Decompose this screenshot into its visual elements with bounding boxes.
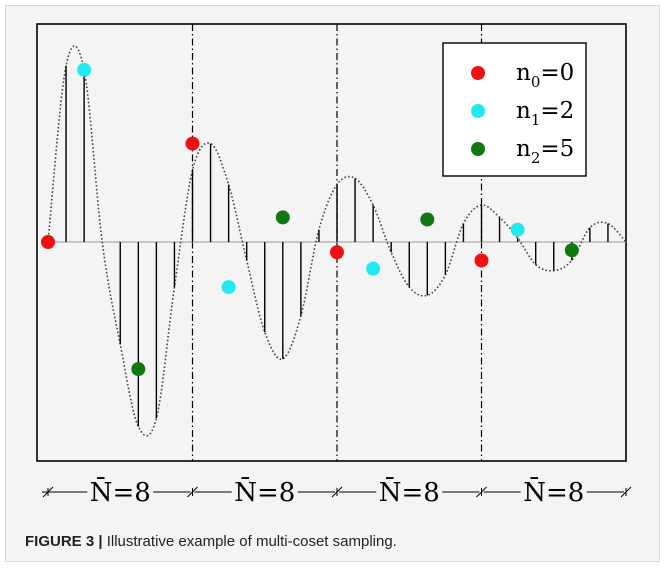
sample-point-n0 (185, 136, 200, 151)
sample-point-n2 (420, 212, 435, 227)
segment-label-2: N̄=8 (379, 476, 440, 508)
legend-label-n2: n2=5 (516, 136, 574, 167)
figure-caption: FIGURE 3 | Illustrative example of multi… (25, 533, 655, 550)
legend-label-n1: n1=2 (516, 98, 574, 129)
sample-point-n2 (131, 362, 146, 377)
segment-label-0: N̄=8 (90, 476, 151, 508)
legend-marker-n2 (471, 142, 485, 156)
caption-label: FIGURE 3 | (25, 533, 103, 550)
segment-label-3: N̄=8 (523, 476, 584, 508)
sample-point-n1 (221, 280, 236, 295)
legend-label-n0: n0=0 (516, 60, 574, 91)
sample-point-n1 (77, 62, 92, 77)
sample-point-n1 (366, 261, 381, 276)
sample-point-n2 (275, 210, 290, 225)
legend-marker-n0 (471, 66, 485, 80)
sample-point-n2 (564, 243, 579, 258)
caption-text: Illustrative example of multi-coset samp… (106, 533, 397, 550)
sample-point-n0 (474, 253, 489, 268)
segment-label-1: N̄=8 (234, 476, 295, 508)
sample-point-n0 (330, 245, 344, 260)
legend-marker-n1 (471, 104, 485, 118)
sample-point-n1 (510, 222, 525, 237)
figure-frame: n0=0 n1=2 n2=5 N̄=8 N̄=8 N̄=8 N̄=8 FIGURE 3 |… (5, 5, 660, 562)
multi-coset-sampling-chart: n0=0 n1=2 n2=5 N̄=8 N̄=8 N̄=8 N̄=8 (36, 23, 632, 508)
sample-point-n0 (41, 235, 55, 249)
signal-curve (47, 45, 627, 437)
legend-box (442, 42, 587, 177)
